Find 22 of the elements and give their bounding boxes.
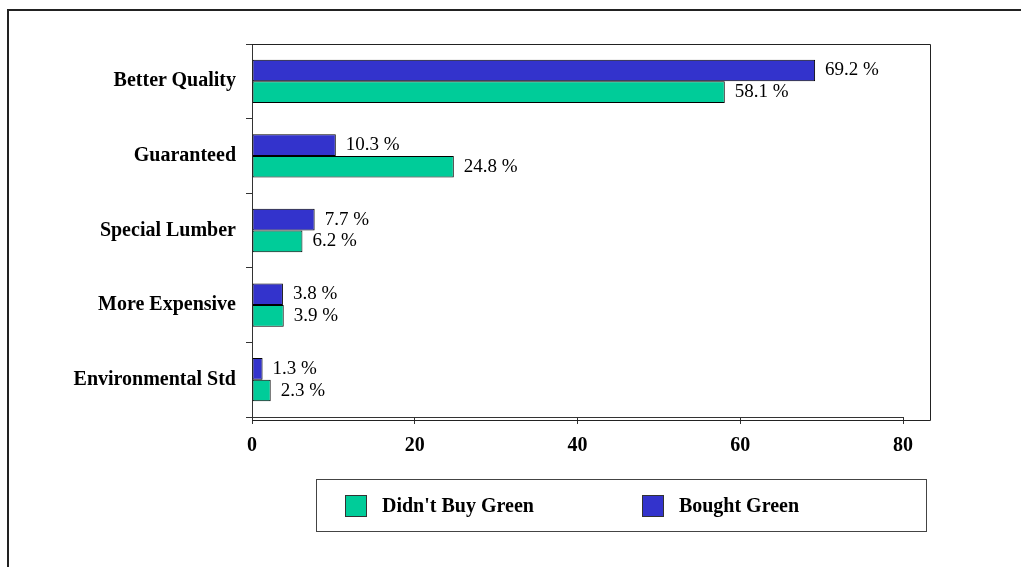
x-tick-label: 40 bbox=[567, 433, 588, 456]
data-label: 3.9 % bbox=[293, 303, 339, 325]
x-tick-label: 0 bbox=[247, 433, 257, 456]
data-label: 3.8 % bbox=[292, 282, 338, 304]
data-label: 6.2 % bbox=[312, 229, 357, 251]
y-tick-label: Special Lumber bbox=[99, 217, 237, 241]
legend-label: Didn't Buy Green bbox=[382, 494, 534, 517]
x-tick-label: 60 bbox=[730, 433, 751, 456]
data-label: 69.2 % bbox=[825, 58, 880, 80]
data-label: 24.8 % bbox=[463, 154, 518, 176]
data-label: 10.3 % bbox=[345, 133, 400, 155]
data-label: 58.1 % bbox=[734, 80, 789, 102]
data-label: 7.7 % bbox=[324, 207, 370, 229]
y-tick-label: Better Quality bbox=[113, 68, 236, 92]
data-label: 2.3 % bbox=[280, 378, 326, 400]
y-tick-label: Guaranteed bbox=[133, 143, 236, 166]
y-tick-label: Environmental Std bbox=[73, 366, 236, 389]
legend-label: Bought Green bbox=[678, 494, 800, 517]
y-tick-label: More Expensive bbox=[98, 292, 237, 316]
data-label: 1.3 % bbox=[272, 356, 318, 378]
x-tick-label: 80 bbox=[893, 433, 913, 456]
x-tick-label: 20 bbox=[404, 433, 425, 456]
